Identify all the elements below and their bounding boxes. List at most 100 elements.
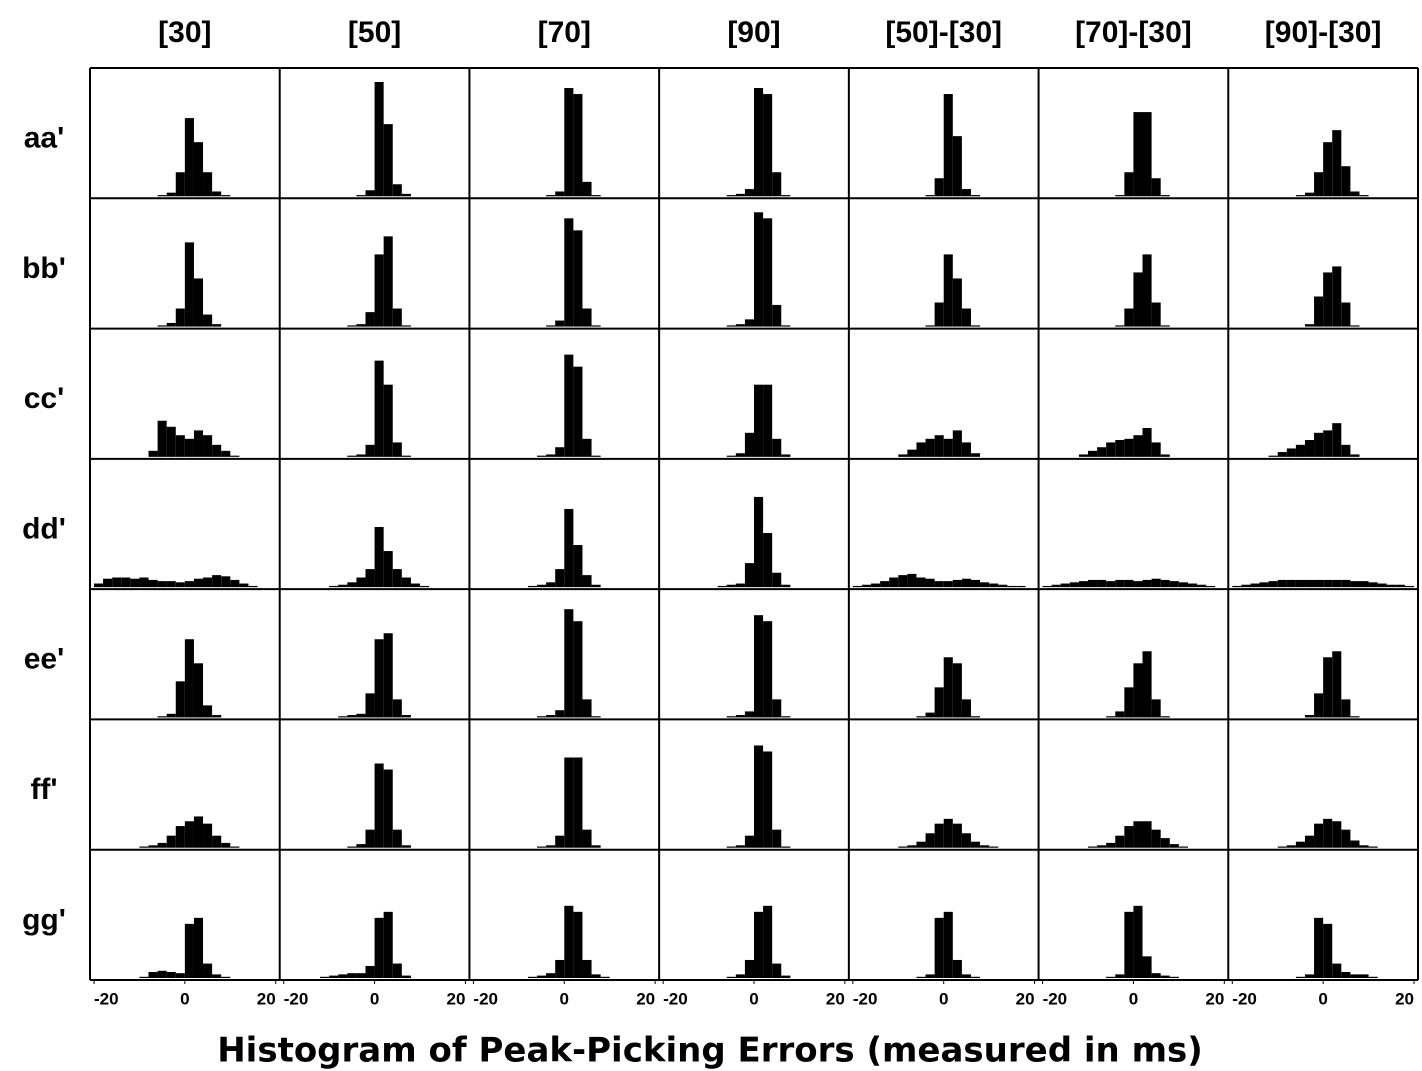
- bar: [1160, 975, 1170, 978]
- bar: [356, 844, 366, 848]
- bar: [212, 575, 222, 588]
- bar: [1286, 448, 1296, 457]
- bar: [772, 829, 782, 848]
- bar: [1151, 302, 1161, 327]
- bar: [1133, 272, 1143, 327]
- bar: [1359, 845, 1369, 848]
- bar: [374, 763, 384, 848]
- bar: [1151, 699, 1161, 718]
- bar: [916, 442, 926, 457]
- bar: [591, 455, 601, 457]
- bar: [1250, 583, 1260, 588]
- bar: [410, 583, 420, 588]
- bar: [1295, 976, 1305, 978]
- bar: [148, 845, 158, 848]
- bar: [754, 615, 764, 718]
- bar: [392, 963, 402, 978]
- bar: [203, 823, 213, 848]
- bar: [193, 917, 204, 978]
- bar: [961, 699, 971, 718]
- bar: [555, 191, 565, 197]
- bar: [1323, 430, 1333, 457]
- bar: [1359, 581, 1369, 588]
- bar: [1151, 578, 1161, 588]
- bar: [1197, 584, 1207, 588]
- bar: [1277, 579, 1287, 588]
- bar: [1314, 432, 1324, 457]
- bar: [744, 432, 754, 457]
- bar: [744, 563, 754, 588]
- bar: [221, 195, 231, 197]
- bar: [970, 325, 981, 327]
- x-tick-label: 0: [560, 989, 569, 1008]
- bar: [998, 584, 1008, 588]
- bar: [1268, 455, 1278, 457]
- bar: [1323, 142, 1333, 197]
- bar: [1323, 657, 1333, 718]
- bar: [546, 582, 556, 588]
- bar: [347, 715, 357, 718]
- bar: [166, 426, 176, 457]
- bar: [1314, 823, 1324, 848]
- bar: [157, 970, 167, 978]
- bar: [591, 716, 601, 718]
- bar: [934, 302, 944, 327]
- bar: [1323, 272, 1333, 327]
- bar: [1314, 296, 1324, 327]
- bar: [203, 435, 213, 457]
- bar: [1350, 974, 1360, 978]
- bar: [1295, 841, 1305, 848]
- bar: [383, 551, 393, 588]
- bar: [1268, 581, 1278, 588]
- bar: [130, 578, 140, 588]
- bar: [1341, 302, 1351, 327]
- bar: [329, 585, 339, 588]
- bar: [546, 973, 556, 978]
- bar: [537, 716, 547, 718]
- bar: [546, 715, 556, 718]
- bar: [401, 455, 411, 457]
- bar: [157, 195, 167, 197]
- bar: [1314, 579, 1324, 588]
- bar: [365, 693, 375, 718]
- bar: [1304, 974, 1315, 978]
- bar: [763, 218, 773, 327]
- bar: [726, 455, 736, 457]
- bar: [1124, 579, 1134, 588]
- bar: [356, 713, 366, 718]
- bar: [781, 716, 791, 718]
- bar: [1051, 584, 1061, 588]
- bar: [1304, 324, 1315, 327]
- bar: [1178, 846, 1188, 848]
- bar: [1332, 651, 1342, 718]
- bar: [1178, 582, 1188, 588]
- x-tick-label: 20: [1016, 989, 1035, 1008]
- bar: [1115, 711, 1125, 718]
- bar: [564, 508, 574, 588]
- bar: [772, 304, 782, 327]
- bar: [193, 578, 204, 588]
- x-tick-label: 0: [1318, 989, 1327, 1008]
- bar: [1304, 440, 1315, 457]
- bar: [1350, 581, 1360, 588]
- bar: [573, 230, 583, 327]
- bar: [193, 278, 204, 327]
- bar: [573, 911, 583, 978]
- bar: [925, 833, 935, 848]
- bar: [1314, 172, 1324, 197]
- bar: [184, 242, 194, 327]
- bar: [1160, 454, 1170, 457]
- bar: [555, 959, 565, 978]
- bar: [781, 846, 791, 848]
- bar: [735, 845, 745, 848]
- bar: [203, 705, 213, 718]
- bar: [230, 579, 240, 588]
- bar: [1304, 192, 1315, 197]
- bar: [365, 965, 375, 978]
- bar: [374, 82, 384, 197]
- bar: [157, 716, 167, 718]
- bar: [94, 583, 104, 588]
- bar: [943, 94, 953, 197]
- bar: [564, 354, 574, 457]
